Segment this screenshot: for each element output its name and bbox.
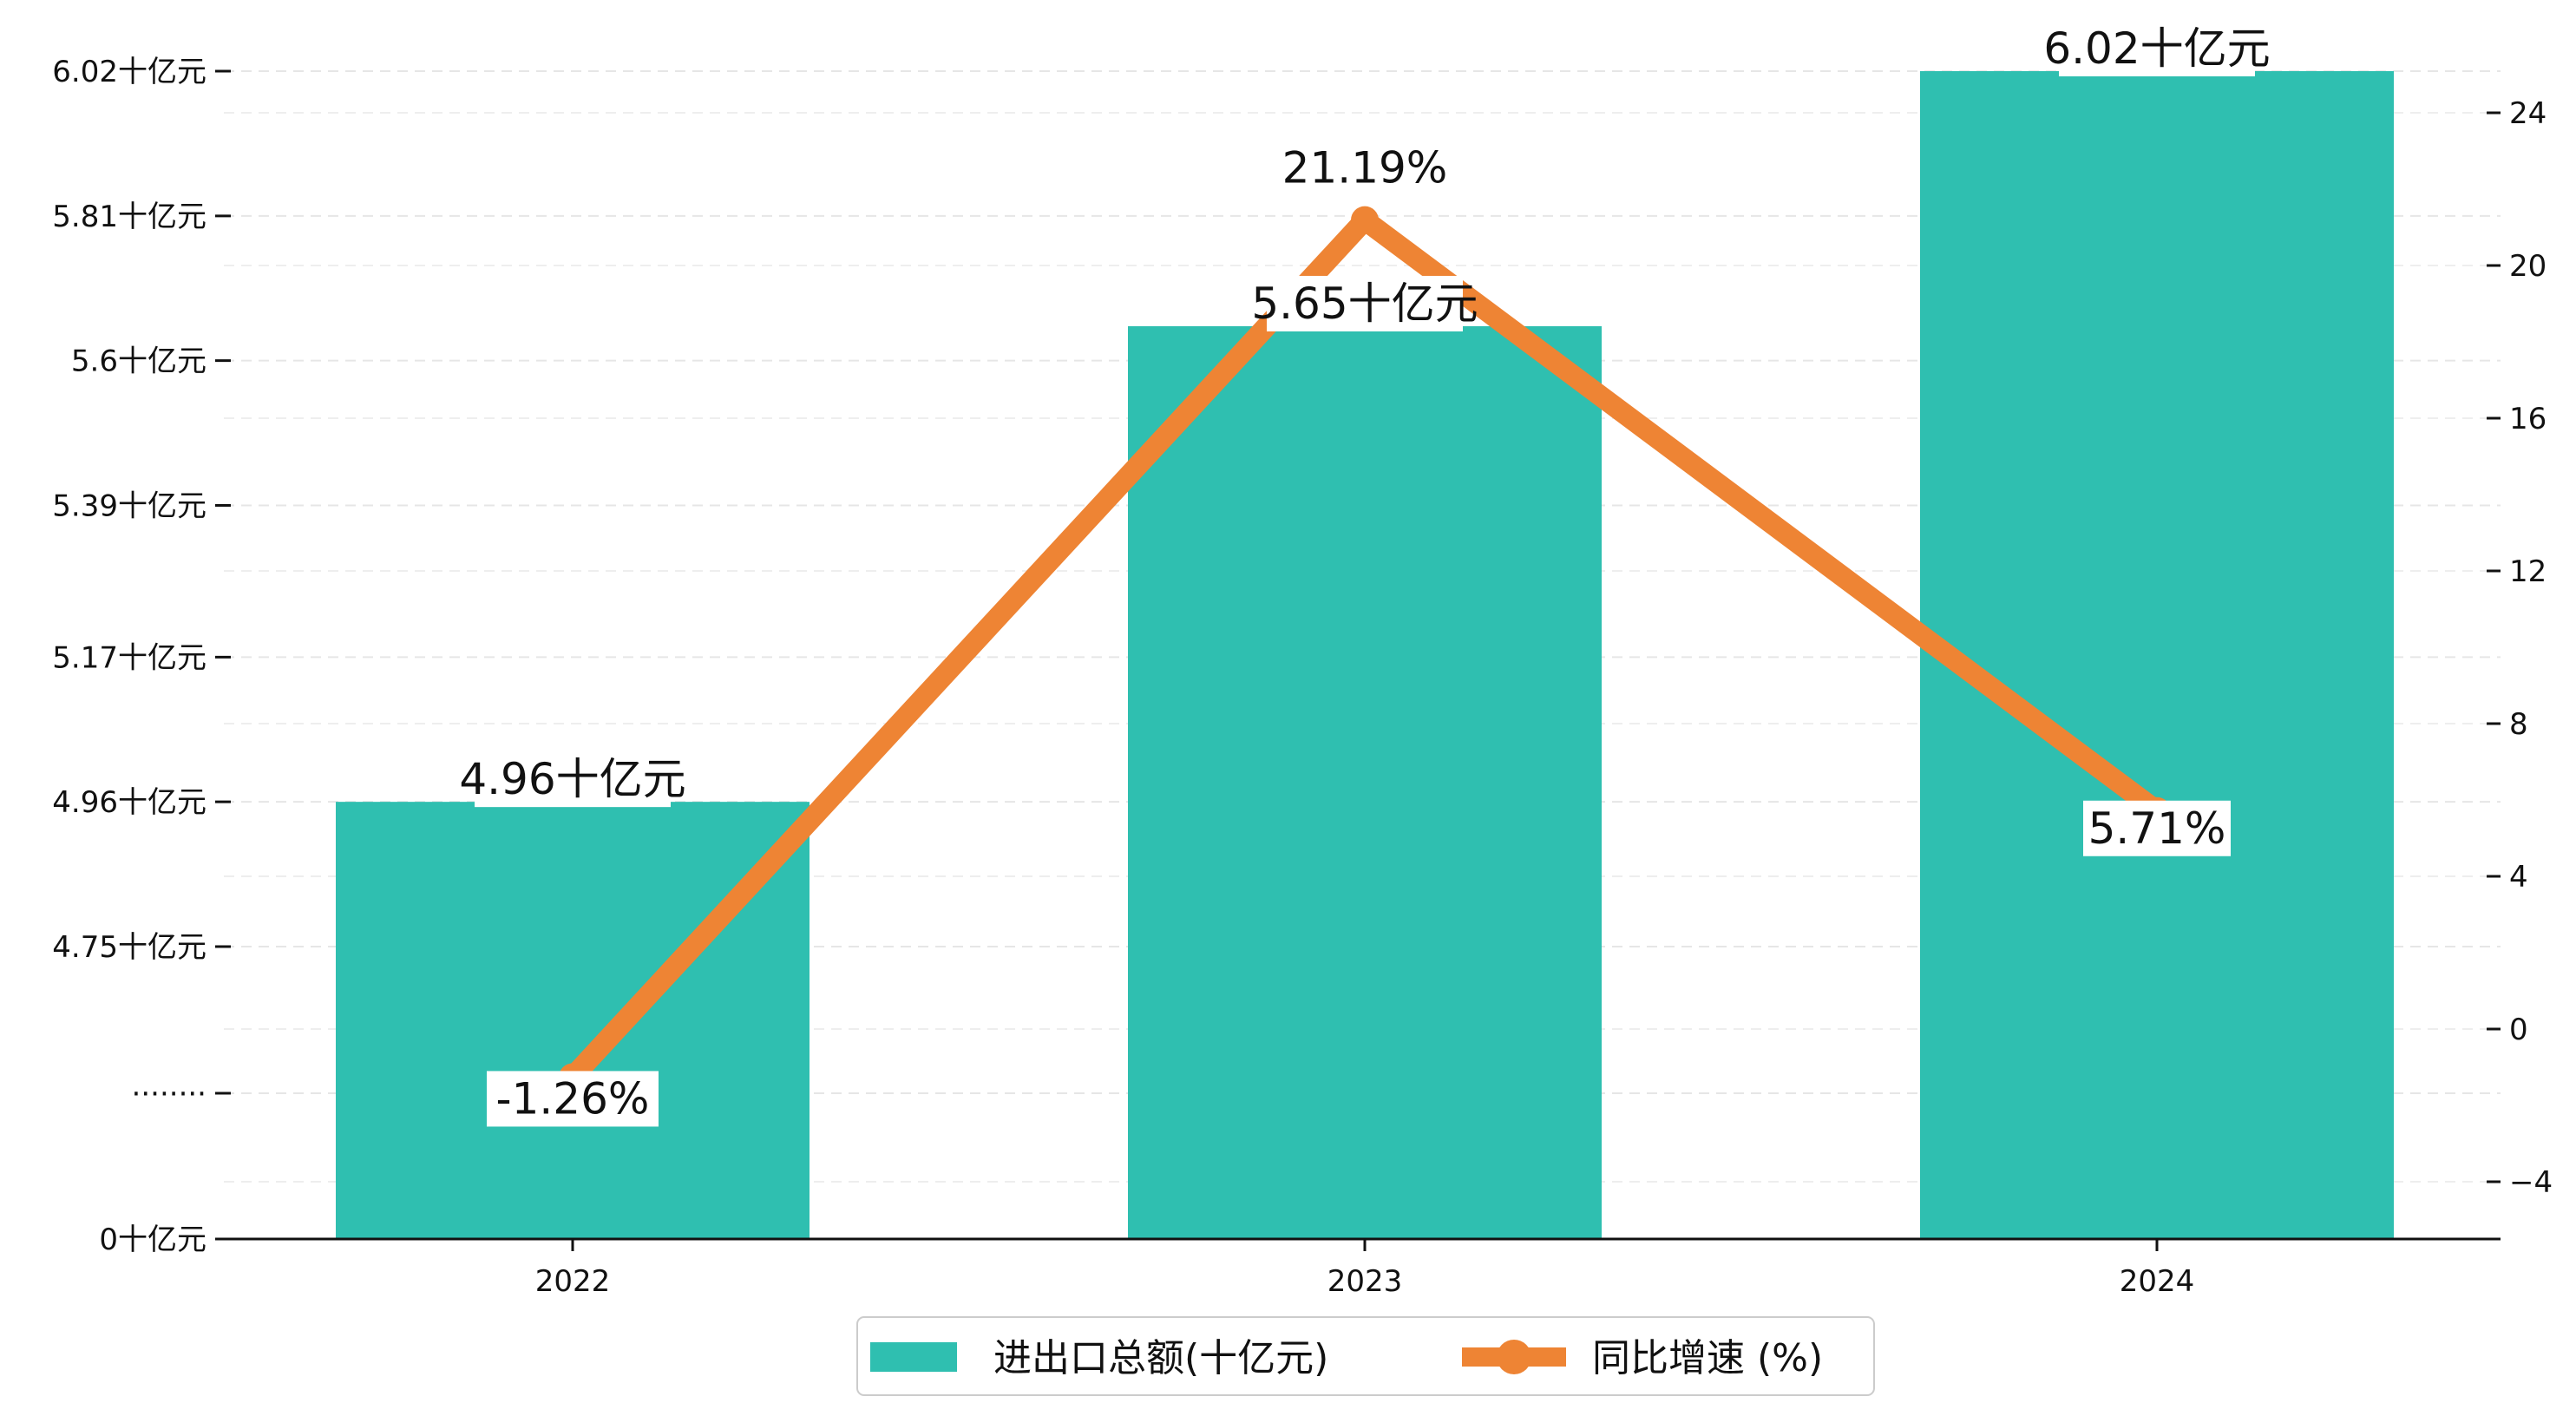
bar-value-label: 6.02十亿元 (2043, 23, 2270, 74)
left-tick-label: 4.75十亿元 (52, 930, 206, 965)
x-tick-label: 2023 (1327, 1264, 1403, 1299)
bar (1128, 325, 1602, 1239)
data-labels: 4.96十亿元 5.65十亿元 6.02十亿元 -1.26% 21.19% 5.71% (459, 21, 2271, 1127)
right-tick-label: 20 (2509, 249, 2547, 284)
x-tick-label: 2024 (2120, 1264, 2195, 1299)
legend-bar-label: 进出口总额(十亿元) (993, 1336, 1328, 1380)
left-tick-label: 5.81十亿元 (52, 200, 206, 234)
axes: 0十亿元 ········ 4.75十亿元 4.96十亿元 5.17十亿元 5.39十亿元… (52, 55, 2553, 1299)
legend[interactable]: 进出口总额(十亿元) 同比增速 (%) (856, 1316, 1875, 1396)
bar-value-label-box (475, 751, 671, 808)
left-tick-label: 5.39十亿元 (52, 489, 206, 524)
right-tick-label: −4 (2509, 1165, 2553, 1200)
bar-value-label-box (2059, 21, 2255, 76)
right-tick-label: 16 (2509, 402, 2547, 436)
growth-value-label: 5.71% (2088, 803, 2226, 854)
bar (1920, 71, 2394, 1239)
left-tick-label: 5.17十亿元 (52, 640, 206, 675)
right-tick-label: 0 (2509, 1013, 2528, 1047)
left-tick-label: ········ (132, 1077, 206, 1111)
bar (336, 802, 810, 1239)
right-tick-label: 12 (2509, 554, 2547, 589)
legend-box (856, 1316, 1875, 1396)
x-tick-label: 2022 (535, 1264, 611, 1299)
growth-point (1351, 206, 1379, 234)
growth-value-label-box (487, 1071, 659, 1127)
legend-line-label: 同比增速 (%) (1592, 1336, 1823, 1380)
legend-bar-swatch (870, 1342, 957, 1372)
left-tick-label: 5.6十亿元 (71, 344, 206, 379)
bar-value-label: 5.65十亿元 (1251, 279, 1478, 329)
bar-value-label: 4.96十亿元 (459, 754, 685, 804)
legend-line-marker (1497, 1340, 1531, 1374)
growth-value-label: 21.19% (1282, 143, 1448, 193)
right-tick-label: 8 (2509, 707, 2528, 742)
left-tick-label: 4.96十亿元 (52, 785, 206, 820)
growth-value-label-box (1279, 140, 1451, 196)
left-tick-label: 0十亿元 (99, 1223, 206, 1257)
bar-value-label-box (1267, 275, 1463, 331)
bar-series (336, 71, 2394, 1239)
left-tick-label: 6.02十亿元 (52, 55, 206, 89)
right-tick-label: 24 (2509, 96, 2547, 131)
growth-value-label: -1.26% (496, 1073, 650, 1124)
right-tick-label: 4 (2509, 860, 2528, 895)
growth-value-label-box (2083, 800, 2231, 856)
